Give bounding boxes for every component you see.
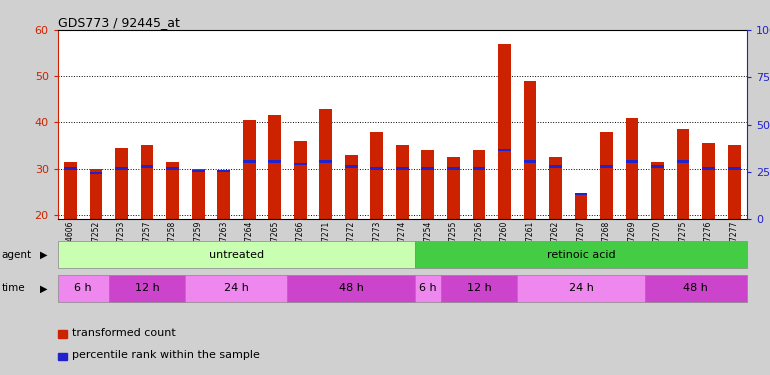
Bar: [217, 170, 230, 172]
Text: percentile rank within the sample: percentile rank within the sample: [72, 350, 260, 360]
Bar: [396, 146, 409, 219]
Bar: [415, 275, 440, 302]
Bar: [89, 172, 102, 174]
Bar: [268, 116, 281, 219]
Bar: [166, 162, 179, 219]
Bar: [517, 275, 644, 302]
Bar: [64, 162, 77, 219]
Bar: [574, 193, 588, 195]
Bar: [116, 148, 128, 219]
Bar: [702, 143, 715, 219]
Bar: [294, 163, 306, 165]
Text: 48 h: 48 h: [339, 284, 363, 293]
Bar: [473, 167, 485, 170]
Bar: [651, 165, 664, 168]
Text: transformed count: transformed count: [72, 328, 176, 338]
Bar: [370, 167, 383, 170]
Bar: [728, 167, 741, 170]
Bar: [396, 167, 409, 170]
Text: 6 h: 6 h: [75, 284, 92, 293]
Bar: [702, 167, 715, 170]
Bar: [64, 167, 77, 170]
Bar: [677, 160, 689, 163]
Bar: [600, 165, 613, 168]
Bar: [421, 167, 434, 170]
Bar: [287, 275, 415, 302]
Bar: [141, 146, 153, 219]
Bar: [186, 275, 287, 302]
Bar: [345, 155, 357, 219]
Bar: [243, 120, 256, 219]
Bar: [498, 149, 511, 152]
Bar: [370, 132, 383, 219]
Bar: [109, 275, 186, 302]
Bar: [447, 157, 460, 219]
Bar: [89, 169, 102, 219]
Text: GDS773 / 92445_at: GDS773 / 92445_at: [58, 16, 179, 29]
Bar: [549, 157, 562, 219]
Bar: [626, 118, 638, 219]
Bar: [345, 165, 357, 168]
Text: 24 h: 24 h: [224, 284, 249, 293]
Bar: [447, 167, 460, 170]
Text: 48 h: 48 h: [684, 284, 708, 293]
Bar: [320, 108, 332, 219]
Bar: [192, 170, 205, 172]
Bar: [116, 167, 128, 170]
Bar: [600, 132, 613, 219]
Bar: [728, 146, 741, 219]
Bar: [549, 165, 562, 168]
Text: 6 h: 6 h: [419, 284, 437, 293]
Text: 12 h: 12 h: [135, 284, 159, 293]
Bar: [574, 194, 588, 219]
Bar: [677, 129, 689, 219]
Text: 24 h: 24 h: [568, 284, 594, 293]
Bar: [524, 160, 537, 163]
Bar: [58, 241, 415, 268]
Bar: [421, 150, 434, 219]
Bar: [58, 352, 67, 360]
Bar: [651, 162, 664, 219]
Bar: [626, 160, 638, 163]
Text: agent: agent: [2, 250, 32, 259]
Bar: [294, 141, 306, 219]
Text: untreated: untreated: [209, 250, 264, 259]
Bar: [166, 167, 179, 170]
Bar: [524, 81, 537, 219]
Bar: [243, 160, 256, 163]
Bar: [58, 330, 67, 338]
Bar: [58, 275, 109, 302]
Bar: [192, 169, 205, 219]
Bar: [440, 275, 517, 302]
Text: ▶: ▶: [40, 284, 48, 293]
Bar: [473, 150, 485, 219]
Bar: [320, 160, 332, 163]
Bar: [268, 160, 281, 163]
Text: ▶: ▶: [40, 250, 48, 259]
Bar: [498, 44, 511, 219]
Bar: [141, 165, 153, 168]
Bar: [415, 241, 747, 268]
Text: 12 h: 12 h: [467, 284, 491, 293]
Bar: [644, 275, 747, 302]
Bar: [217, 171, 230, 219]
Text: time: time: [2, 284, 25, 293]
Text: retinoic acid: retinoic acid: [547, 250, 615, 259]
